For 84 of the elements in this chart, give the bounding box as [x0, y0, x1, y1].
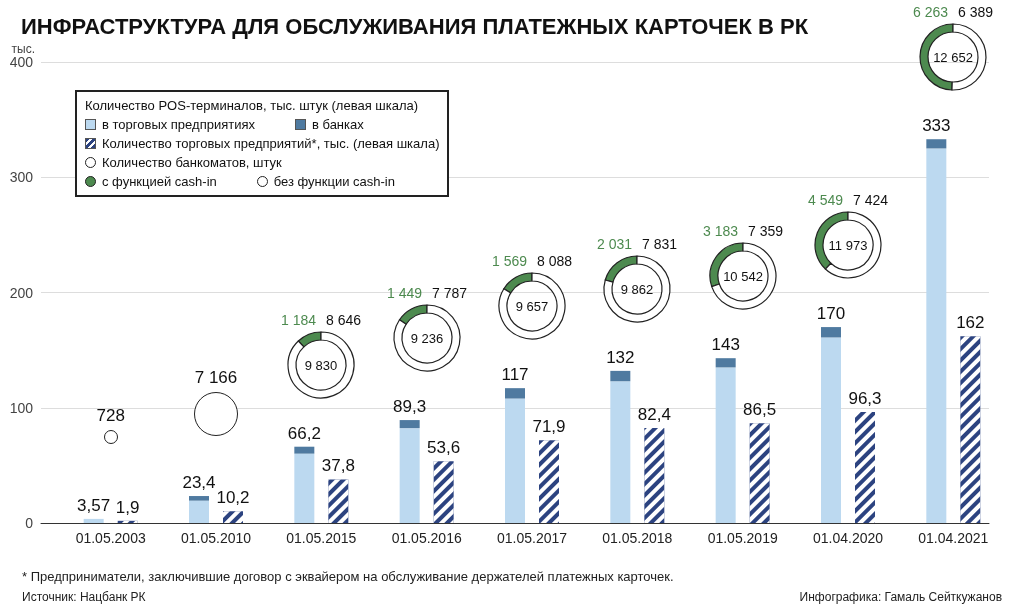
x-tick-label: 01.05.2019 [707, 530, 778, 546]
x-tick-label: 01.04.2021 [918, 530, 989, 546]
text: 9 657 [515, 298, 549, 314]
legend-label: без функции cash-in [272, 173, 395, 191]
text: Количество торговых предприятий*, тыс. (левая шкала) [101, 135, 440, 153]
bar [505, 388, 525, 399]
data-label: 7 831 [642, 235, 678, 252]
bar [399, 428, 420, 523]
legend-title: Количество POS-терминалов, тыс. штук (левая шкала) [85, 97, 420, 115]
bar [926, 148, 947, 523]
x-tick-label: 01.05.2018 [602, 530, 673, 546]
bar [610, 381, 631, 523]
legend-label: в банках [310, 116, 364, 134]
y-tick-label: 300 [9, 169, 34, 186]
data-label: 10,2 [216, 488, 250, 508]
x-tick-label: 01.05.2010 [180, 530, 252, 546]
total-label: 117 [501, 365, 529, 385]
text: Источник: Нацбанк РК [22, 590, 146, 604]
y-tick-label: 0 [25, 515, 34, 531]
data-label: 1 569 [491, 253, 528, 270]
chart-title: ИНФРАСТРУКТУРА ДЛЯ ОБСЛУЖИВАНИЯ ПЛАТЕЖНЫХ КАРТОЧЕК В РК [21, 13, 809, 39]
data-label: 1 449 [386, 285, 422, 302]
data-label: 7 787 [431, 285, 467, 302]
bar [189, 500, 209, 523]
data-label: 6 263 [913, 4, 949, 21]
text: Инфографика: Гамаль Сейткужанов [799, 590, 1003, 604]
legend-title: Количество банкоматов, штук [101, 154, 283, 172]
total-label: 3,57 [77, 495, 111, 515]
x-tick-label: 01.04.2020 [812, 530, 884, 546]
total-label: 170 [816, 304, 846, 324]
y-tick-label: 400 [9, 54, 34, 70]
bar [926, 139, 947, 149]
data-label: 4 549 [807, 192, 844, 209]
total-label: 333 [922, 116, 951, 136]
text: * Предприниматели, заключившие договор с эквайером на обслуживание держателей платежных карточек. [22, 569, 674, 584]
data-label: 162 [956, 313, 985, 333]
total-label: 23,4 [182, 473, 216, 493]
bar [189, 496, 209, 501]
legend-label: с функцией cash-in [101, 173, 217, 191]
data-label: 86,5 [743, 400, 777, 420]
total-label: 143 [711, 335, 740, 355]
data-label: 728 [96, 405, 125, 426]
data-label: 3 183 [702, 223, 738, 240]
y-tick-label: 200 [9, 284, 34, 301]
data-label: 7 359 [747, 223, 783, 240]
x-tick-label: 01.05.2003 [75, 530, 146, 546]
bar [294, 446, 315, 454]
data-label: 6 389 [958, 4, 994, 21]
total-label: 132 [606, 347, 635, 367]
data-label: 7 424 [853, 192, 889, 209]
x-tick-label: 01.05.2015 [286, 530, 357, 546]
data-label: 1,9 [115, 497, 140, 517]
data-label: 37,8 [321, 456, 355, 476]
text: 12 652 [933, 49, 974, 65]
bar [505, 398, 525, 523]
text: 11 973 [828, 237, 868, 253]
total-label: 66,2 [287, 423, 321, 443]
legend-label: в торговых предприятиях [101, 116, 255, 134]
data-label: 2 031 [597, 235, 633, 252]
x-tick-label: 01.05.2016 [391, 530, 462, 546]
data-label: 82,4 [637, 405, 671, 425]
y-tick-label: 100 [9, 399, 34, 416]
bar [294, 453, 315, 523]
text: 10 542 [722, 268, 763, 284]
bar [821, 327, 841, 338]
data-label: 1 184 [281, 311, 317, 328]
total-label: 89,3 [393, 397, 427, 417]
y-axis-title: тыс. [11, 42, 35, 57]
bar [610, 370, 631, 382]
text: 9 236 [410, 330, 443, 346]
data-label: 8 088 [537, 253, 573, 270]
text: 9 830 [305, 357, 338, 373]
bar [715, 358, 736, 368]
bar [715, 367, 736, 523]
data-label: 7 166 [194, 368, 238, 389]
data-label: 71,9 [532, 417, 566, 437]
data-label: 96,3 [848, 389, 882, 409]
x-tick-label: 01.05.2017 [496, 530, 568, 546]
data-label: 8 646 [326, 311, 362, 328]
bar [821, 337, 841, 523]
text: 9 862 [621, 281, 654, 297]
data-label: 53,6 [427, 438, 461, 458]
bar [83, 518, 104, 523]
bar [399, 420, 420, 429]
